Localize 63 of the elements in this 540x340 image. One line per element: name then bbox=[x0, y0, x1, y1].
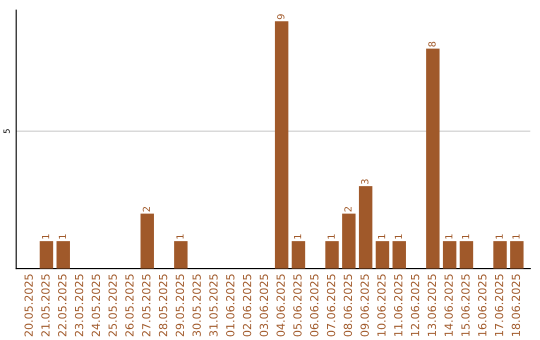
data-label: 1 bbox=[176, 234, 184, 239]
bar bbox=[442, 241, 456, 269]
x-tick-label: 23.05.2025 bbox=[74, 274, 84, 336]
data-label: 1 bbox=[462, 234, 470, 239]
bar bbox=[342, 214, 356, 269]
x-tick-label: 17.06.2025 bbox=[494, 274, 504, 336]
data-label: 3 bbox=[361, 179, 368, 184]
data-label: 2 bbox=[344, 207, 352, 212]
data-label: 1 bbox=[328, 234, 335, 239]
x-tick-label: 16.06.2025 bbox=[478, 274, 486, 336]
x-tick-label: 08.06.2025 bbox=[344, 274, 352, 336]
x-tick-label: 04.06.2025 bbox=[276, 274, 285, 336]
x-tick-label: 22.05.2025 bbox=[58, 274, 66, 336]
bar bbox=[140, 214, 154, 269]
bar bbox=[510, 241, 524, 269]
data-label: 1 bbox=[42, 234, 50, 239]
x-tick-label: 21.05.2025 bbox=[41, 274, 50, 336]
bar bbox=[274, 21, 288, 269]
x-tick-label: 15.06.2025 bbox=[461, 274, 470, 336]
data-label: 8 bbox=[428, 42, 436, 47]
x-tick-label: 24.05.2025 bbox=[92, 274, 100, 336]
x-tick-label: 26.05.2025 bbox=[125, 274, 134, 336]
bar bbox=[392, 241, 406, 269]
x-tick-label: 03.06.2025 bbox=[260, 274, 268, 336]
x-tick-label: 02.06.2025 bbox=[242, 274, 252, 336]
x-tick-label: 29.05.2025 bbox=[176, 274, 184, 336]
x-tick-label: 01.06.2025 bbox=[226, 274, 234, 336]
x-tick-label: 10.06.2025 bbox=[377, 274, 386, 336]
bar bbox=[325, 241, 339, 269]
x-tick-label: 27.05.2025 bbox=[142, 274, 150, 336]
bar bbox=[174, 241, 188, 269]
x-tick-label: 07.06.2025 bbox=[326, 274, 336, 336]
data-label: 1 bbox=[294, 234, 302, 239]
data-label: 1 bbox=[58, 234, 66, 239]
x-tick-label: 05.06.2025 bbox=[293, 274, 302, 336]
data-label: 1 bbox=[445, 234, 452, 239]
bar bbox=[56, 241, 70, 269]
x-tick-label: 25.05.2025 bbox=[108, 274, 117, 336]
bar bbox=[460, 241, 474, 269]
x-tick-label: 14.06.2025 bbox=[444, 274, 453, 336]
bar bbox=[358, 186, 372, 269]
x-tick-label: 09.06.2025 bbox=[360, 274, 369, 336]
y-tick-label: 5 bbox=[4, 129, 10, 134]
bar bbox=[40, 241, 54, 269]
bar bbox=[376, 241, 390, 269]
x-tick-label: 31.05.2025 bbox=[209, 274, 218, 336]
data-label: 1 bbox=[512, 234, 520, 239]
x-tick-label: 18.06.2025 bbox=[512, 274, 520, 336]
x-tick-label: 12.06.2025 bbox=[410, 274, 420, 336]
data-label: 9 bbox=[277, 14, 284, 20]
x-tick-label: 13.06.2025 bbox=[428, 274, 436, 336]
bar bbox=[292, 241, 306, 269]
x-tick-label: 28.05.2025 bbox=[158, 274, 168, 336]
bar bbox=[493, 241, 507, 269]
x-tick-label: 30.05.2025 bbox=[192, 274, 201, 336]
data-label: 1 bbox=[378, 234, 386, 239]
data-label: 2 bbox=[142, 207, 150, 212]
x-tick-label: 11.06.2025 bbox=[394, 274, 402, 336]
bar bbox=[426, 48, 440, 269]
data-label: 1 bbox=[496, 234, 503, 239]
x-tick-label: 20.05.2025 bbox=[24, 274, 33, 336]
x-tick-label: 06.06.2025 bbox=[310, 274, 318, 336]
data-label: 1 bbox=[394, 234, 402, 239]
